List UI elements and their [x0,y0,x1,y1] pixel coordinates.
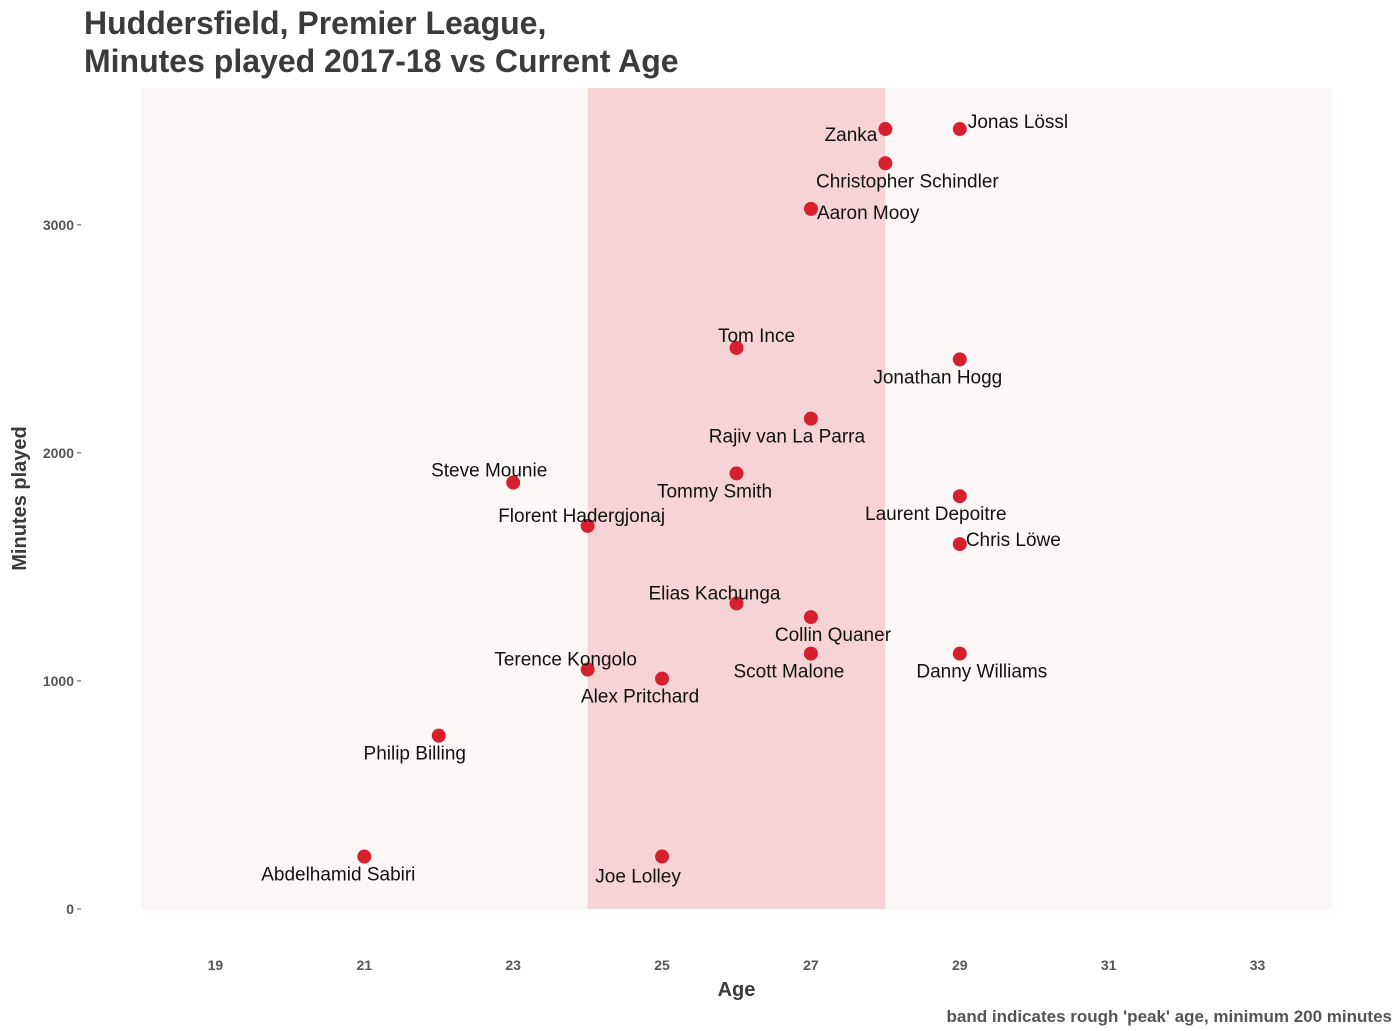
point-label: Danny Williams [916,662,1047,683]
x-tick-label: 31 [1101,957,1117,973]
data-point [655,671,670,686]
data-point [431,728,446,743]
data-point [803,201,818,216]
data-point [952,352,967,367]
x-tick-label: 21 [357,957,373,973]
point-label: Aaron Mooy [817,203,920,224]
data-points: Zanka Jonas Lössl Christopher Schindler Aar… [261,112,1068,887]
x-tick-label: 25 [654,957,670,973]
data-point [729,466,744,481]
data-point [803,411,818,426]
x-axis: 19 21 23 25 27 29 31 33 [208,957,1266,973]
point-label: Philip Billing [364,744,466,765]
data-point [878,156,893,171]
x-tick-label: 19 [208,957,224,973]
y-tick-label: 0 [66,901,74,917]
point-label: Tommy Smith [657,481,772,502]
data-point [952,489,967,504]
y-tick-label: 1000 [43,673,74,689]
data-point [506,475,521,490]
x-tick-label: 29 [952,957,968,973]
x-tick-label: 33 [1250,957,1266,973]
point-label: Joe Lolley [595,867,681,888]
data-point [952,646,967,661]
x-tick-label: 23 [505,957,521,973]
point-label: Tom Ince [718,326,795,347]
point-label: Elias Kachunga [648,583,780,604]
data-point [655,849,670,864]
data-point [878,122,893,137]
peak-age-band [587,88,886,909]
point-label: Terence Kongolo [494,650,637,671]
point-label: Collin Quaner [775,625,892,646]
point-label: Chris Löwe [966,530,1061,551]
data-point [729,596,744,611]
chart-title-line1: Huddersfield, Premier League, [84,5,547,41]
chart-title-line2: Minutes played 2017-18 vs Current Age [84,43,679,79]
point-label: Abdelhamid Sabiri [261,865,415,886]
point-label: Scott Malone [733,662,844,683]
point-label: Christopher Schindler [816,171,999,192]
chart-caption: band indicates rough 'peak' age, minimum… [946,1007,1392,1026]
data-point [803,610,818,625]
data-point [580,662,595,677]
point-label: Jonathan Hogg [873,367,1002,388]
chart-title: Huddersfield, Premier League, Minutes pl… [84,4,679,80]
x-axis-title: Age [718,979,756,1001]
point-label: Steve Mounie [431,461,547,482]
data-point [729,340,744,355]
data-point [952,122,967,137]
y-axis-title: Minutes played [9,426,31,570]
y-axis: 0 1000 2000 3000 [43,217,81,917]
data-point [803,646,818,661]
point-label: Jonas Lössl [968,112,1068,133]
point-label: Alex Pritchard [581,687,699,708]
y-tick-label: 2000 [43,445,74,461]
point-label: Rajiv van La Parra [709,427,866,448]
y-tick-label: 3000 [43,217,74,233]
data-point [952,537,967,552]
x-tick-label: 27 [803,957,819,973]
point-label: Zanka [825,125,878,146]
data-point [580,518,595,533]
point-label: Laurent Depoitre [865,504,1007,525]
point-label: Florent Hadergjonaj [498,506,665,527]
data-point [357,849,372,864]
